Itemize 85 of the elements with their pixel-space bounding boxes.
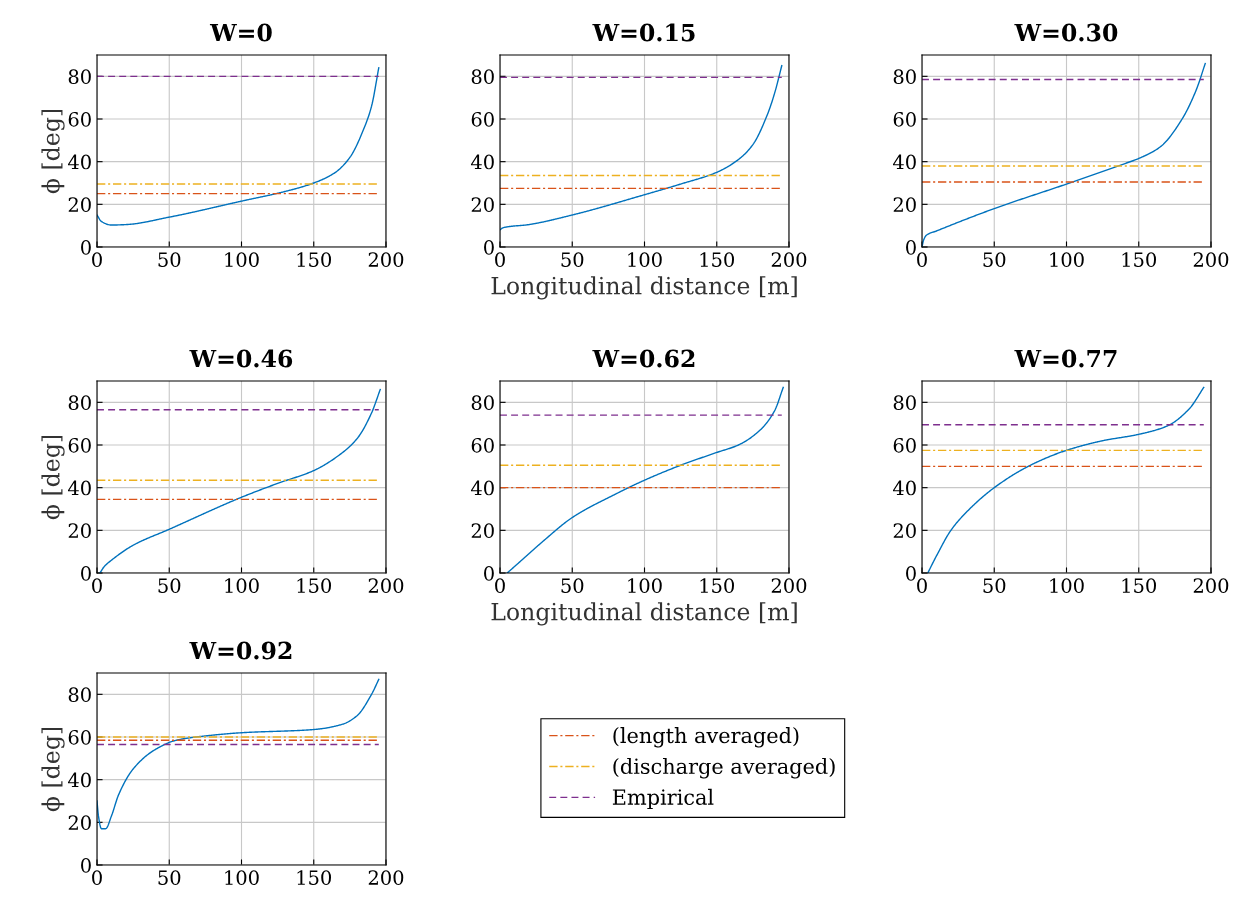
x-tick-label: 200 xyxy=(1193,252,1229,267)
y-axis-title: ϕ [deg] xyxy=(41,109,65,194)
x-tick-label: 50 xyxy=(158,578,181,593)
x-tick-label: 150 xyxy=(297,578,332,593)
y-tick-label: 20 xyxy=(893,523,916,538)
y-axis-title: ϕ [deg] xyxy=(41,727,65,812)
y-tick-label: 20 xyxy=(893,197,916,212)
y-tick-label: 60 xyxy=(68,111,91,127)
chart-title: W=0.62 xyxy=(592,349,695,368)
y-tick-label: 60 xyxy=(68,729,91,745)
x-tick-label: 50 xyxy=(158,252,181,267)
x-tick-label: 200 xyxy=(771,578,807,593)
y-tick-label: 80 xyxy=(471,395,494,410)
y-tick-label: 20 xyxy=(68,815,91,830)
x-tick-label: 100 xyxy=(628,578,662,593)
y-tick-label: 0 xyxy=(81,857,91,873)
x-axis-title: Longitudinal distance [m] xyxy=(491,276,797,300)
x-tick-label: 50 xyxy=(983,252,1006,267)
chart-title: W=0.46 xyxy=(189,349,293,368)
x-tick-label: 100 xyxy=(225,252,259,267)
x-tick-label: 150 xyxy=(700,252,735,267)
y-tick-label: 40 xyxy=(470,154,494,170)
y-tick-label: 80 xyxy=(68,395,91,410)
y-tick-label: 80 xyxy=(893,69,916,84)
y-tick-label: 0 xyxy=(81,239,91,255)
y-tick-label: 0 xyxy=(81,565,91,581)
y-tick-label: 40 xyxy=(67,480,91,496)
y-tick-label: 60 xyxy=(471,437,494,453)
x-axis-title: Longitudinal distance [m] xyxy=(491,602,797,626)
x-tick-label: 200 xyxy=(368,870,404,885)
x-tick-label: 100 xyxy=(1050,578,1084,593)
x-tick-label: 50 xyxy=(983,578,1006,593)
chart-title: W=0.15 xyxy=(592,23,695,42)
y-axis-title: ϕ [deg] xyxy=(41,435,65,520)
x-tick-label: 100 xyxy=(225,578,259,593)
y-tick-label: 0 xyxy=(906,565,916,581)
y-tick-label: 20 xyxy=(68,523,91,538)
x-tick-label: 200 xyxy=(368,578,404,593)
chart-title: W=0.30 xyxy=(1014,23,1118,42)
x-tick-label: 100 xyxy=(628,252,662,267)
x-tick-label: 150 xyxy=(297,870,332,885)
x-tick-label: 150 xyxy=(700,578,735,593)
y-tick-label: 20 xyxy=(471,197,494,212)
y-tick-label: 80 xyxy=(471,69,494,84)
legend-label: Empirical xyxy=(612,788,714,809)
x-tick-label: 50 xyxy=(561,578,584,593)
x-tick-label: 100 xyxy=(225,870,259,885)
y-tick-label: 0 xyxy=(906,239,916,255)
x-tick-label: 150 xyxy=(1122,252,1157,267)
y-tick-label: 40 xyxy=(892,154,916,170)
y-tick-label: 80 xyxy=(68,687,91,702)
x-tick-label: 150 xyxy=(1122,578,1157,593)
legend-label: (length averaged) xyxy=(613,727,799,748)
y-tick-label: 40 xyxy=(67,154,91,170)
x-tick-label: 100 xyxy=(1050,252,1084,267)
y-tick-label: 20 xyxy=(68,197,91,212)
y-tick-label: 80 xyxy=(893,395,916,410)
x-tick-label: 0 xyxy=(92,578,102,593)
y-tick-label: 60 xyxy=(893,111,916,127)
x-tick-label: 50 xyxy=(561,252,584,267)
chart-title: W=0.92 xyxy=(189,641,292,660)
x-tick-label: 50 xyxy=(158,870,181,885)
y-tick-label: 40 xyxy=(892,480,916,496)
legend-label: (discharge averaged) xyxy=(613,757,835,779)
x-tick-label: 150 xyxy=(297,252,332,267)
x-tick-label: 0 xyxy=(92,252,102,267)
x-tick-label: 200 xyxy=(771,252,807,267)
x-tick-label: 0 xyxy=(917,252,927,267)
x-tick-label: 0 xyxy=(92,870,102,885)
y-tick-label: 60 xyxy=(68,437,91,453)
y-tick-label: 80 xyxy=(68,69,91,84)
y-tick-label: 40 xyxy=(470,480,494,496)
y-tick-label: 20 xyxy=(471,523,494,538)
y-tick-label: 60 xyxy=(471,111,494,127)
y-tick-label: 60 xyxy=(893,437,916,453)
y-tick-label: 40 xyxy=(67,772,91,788)
y-tick-label: 0 xyxy=(484,565,494,581)
chart-title: W=0 xyxy=(209,23,272,42)
x-tick-label: 0 xyxy=(917,578,927,593)
x-tick-label: 0 xyxy=(495,578,505,593)
x-tick-label: 200 xyxy=(1193,578,1229,593)
x-tick-label: 0 xyxy=(495,252,505,267)
y-tick-label: 0 xyxy=(484,239,494,255)
x-tick-label: 200 xyxy=(368,252,404,267)
chart-title: W=0.77 xyxy=(1014,349,1117,368)
